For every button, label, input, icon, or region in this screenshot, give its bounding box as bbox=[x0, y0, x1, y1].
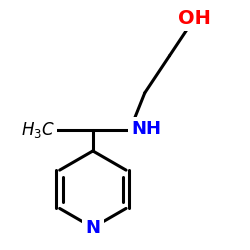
Text: $H_3C$: $H_3C$ bbox=[20, 120, 54, 140]
Text: OH: OH bbox=[178, 9, 211, 28]
Text: N: N bbox=[85, 218, 100, 236]
Text: NH: NH bbox=[131, 120, 161, 138]
